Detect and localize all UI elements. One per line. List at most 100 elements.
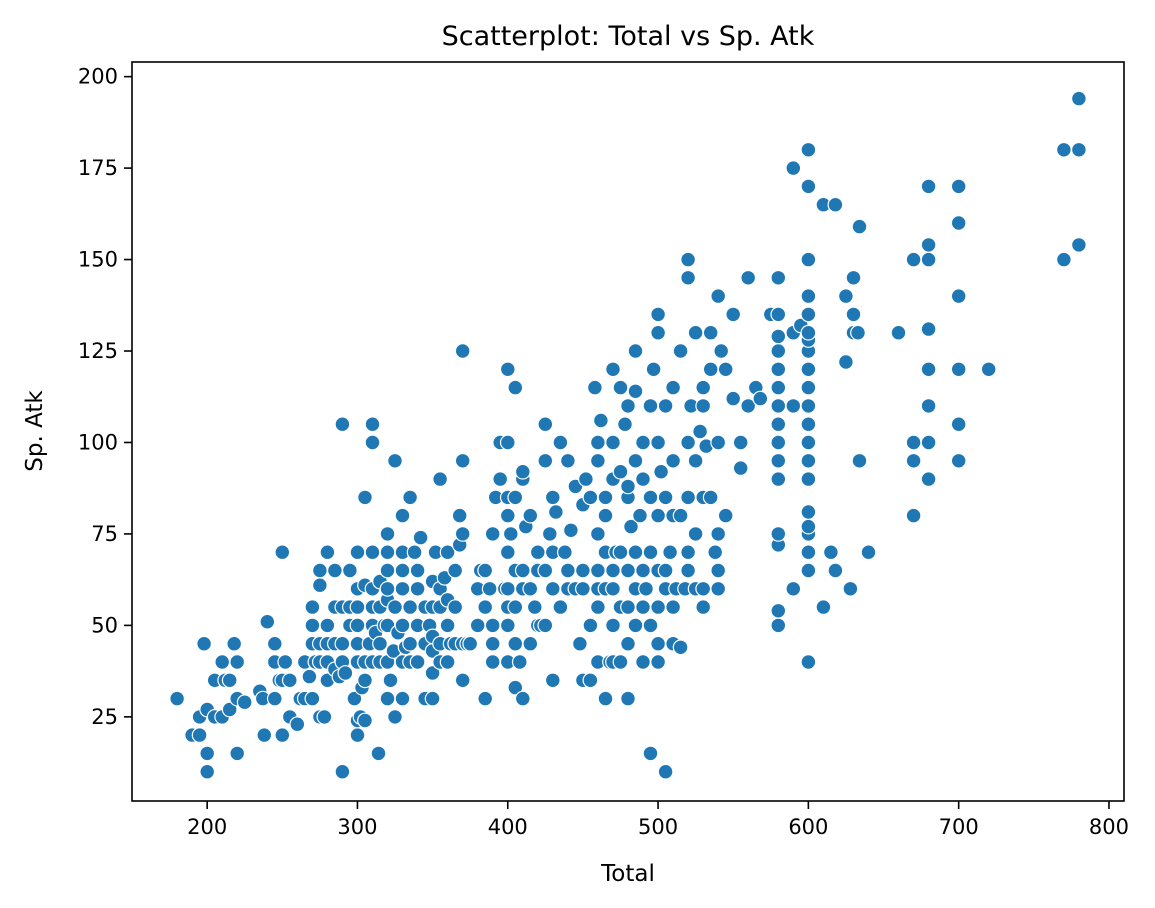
data-point: [597, 489, 614, 506]
data-point: [680, 251, 696, 268]
data-point: [379, 526, 396, 542]
data-point: [277, 654, 294, 670]
data-point: [499, 544, 516, 561]
data-point: [657, 398, 674, 414]
data-point: [612, 379, 629, 396]
data-point: [522, 580, 539, 597]
data-point: [950, 215, 967, 231]
data-point: [587, 379, 603, 396]
data-point: [319, 544, 336, 561]
data-point: [507, 489, 524, 506]
data-point: [447, 599, 464, 615]
data-point: [612, 463, 629, 480]
data-point: [635, 471, 651, 488]
data-point: [687, 324, 704, 341]
data-point: [692, 423, 708, 440]
data-point: [552, 434, 569, 451]
data-point: [454, 343, 471, 359]
data-point: [800, 434, 817, 451]
data-point: [301, 668, 318, 685]
data-point: [439, 654, 456, 670]
data-point: [707, 544, 724, 561]
data-point: [732, 434, 749, 451]
data-point: [635, 654, 651, 670]
x-tick-label: 400: [488, 815, 528, 839]
data-point: [560, 452, 576, 469]
data-point: [740, 398, 757, 414]
data-point: [650, 306, 666, 323]
data-point: [484, 617, 501, 634]
data-point: [281, 672, 298, 689]
data-point: [304, 599, 321, 615]
data-point: [950, 178, 967, 195]
data-point: [379, 562, 396, 579]
data-point: [920, 251, 937, 268]
data-point: [582, 672, 599, 689]
data-point: [266, 635, 283, 652]
data-point: [439, 544, 456, 561]
data-point: [191, 727, 208, 743]
data-point: [406, 544, 423, 561]
data-point: [702, 361, 719, 378]
data-point: [274, 727, 291, 743]
data-point: [638, 580, 654, 597]
data-point: [800, 654, 817, 670]
data-point: [710, 562, 727, 579]
x-tick-label: 200: [187, 815, 227, 839]
data-point: [905, 251, 922, 268]
data-point: [800, 306, 817, 323]
data-point: [642, 489, 659, 506]
data-point: [499, 617, 516, 634]
data-point: [950, 361, 967, 378]
data-point: [665, 599, 681, 615]
data-point: [845, 306, 862, 323]
data-point: [514, 690, 531, 707]
data-point: [650, 654, 666, 670]
data-point: [575, 580, 591, 597]
data-point: [672, 639, 689, 656]
data-point: [770, 269, 787, 286]
data-point: [680, 269, 696, 286]
data-point: [695, 398, 712, 414]
data-point: [838, 354, 854, 370]
data-point: [623, 518, 639, 535]
data-point: [502, 526, 519, 542]
data-point: [327, 562, 343, 579]
data-point: [665, 379, 681, 396]
data-point: [274, 544, 291, 561]
data-point: [590, 452, 606, 469]
data-point: [800, 398, 817, 414]
data-point: [732, 460, 749, 477]
data-point: [522, 507, 539, 524]
data-point: [537, 416, 554, 433]
data-point: [680, 544, 696, 561]
data-point: [424, 665, 441, 681]
data-point: [770, 343, 787, 359]
y-tick-label: 100: [78, 430, 118, 454]
data-point: [514, 562, 531, 579]
x-tick-label: 500: [638, 815, 678, 839]
data-point: [548, 504, 564, 520]
data-point: [770, 361, 787, 378]
data-point: [1070, 236, 1087, 253]
data-point: [387, 452, 403, 469]
data-point: [800, 504, 817, 520]
data-point: [650, 324, 666, 341]
data-point: [394, 580, 411, 597]
data-point: [394, 617, 411, 634]
data-point: [259, 613, 276, 630]
data-point: [620, 599, 636, 615]
data-point: [484, 526, 501, 542]
points-layer: [169, 90, 1087, 780]
data-point: [717, 507, 734, 524]
data-point: [357, 489, 373, 506]
data-point: [800, 416, 817, 433]
data-point: [221, 672, 238, 689]
data-point: [642, 544, 659, 561]
data-point: [725, 390, 742, 407]
data-point: [312, 577, 328, 594]
data-point: [319, 617, 336, 634]
data-point: [387, 709, 403, 725]
data-point: [827, 196, 844, 213]
data-point: [382, 672, 399, 689]
